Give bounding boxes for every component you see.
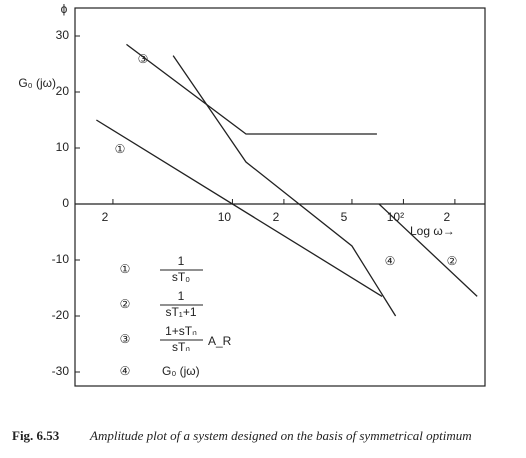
x-tick-label: 2 — [102, 210, 109, 224]
x-tick-label: 10 — [218, 210, 232, 224]
x-tick-label: 10² — [387, 210, 404, 224]
legend-formula: G₀ (jω) — [162, 364, 200, 378]
y-axis-label: G₀ (jω) — [18, 76, 56, 90]
y-tick-label: -30 — [52, 364, 70, 378]
legend-denominator: sT₀ — [172, 270, 190, 284]
series-tag: ③ — [138, 52, 149, 66]
legend-symbol: ③ — [120, 332, 131, 346]
x-tick-label: 2 — [273, 210, 280, 224]
caption: Amplitude plot of a system designed on t… — [89, 428, 472, 443]
y-tick-label: -20 — [52, 308, 70, 322]
legend-factor: A_R — [208, 334, 232, 348]
series-line — [378, 203, 478, 297]
legend-numerator: 1+sTₙ — [165, 324, 197, 338]
x-tick-label: 2 — [444, 210, 451, 224]
legend-denominator: sT₁+1 — [165, 305, 196, 319]
series-line — [96, 119, 383, 297]
y-tick-label: 30 — [56, 28, 70, 42]
series-line — [172, 55, 397, 317]
legend-numerator: 1 — [178, 289, 185, 303]
y-tick-label: 20 — [56, 84, 70, 98]
x-tick-label: 5 — [341, 210, 348, 224]
series-tag: ② — [447, 254, 458, 268]
series-line — [126, 43, 377, 135]
plot-frame — [74, 7, 486, 387]
series-tag: ④ — [385, 254, 396, 268]
caption-label: Fig. 6.53 — [12, 428, 60, 443]
y-axis-label-top: ϕ — [61, 2, 68, 16]
y-tick-label: 0 — [62, 196, 69, 210]
legend-symbol: ① — [120, 262, 131, 276]
series-tag: ① — [115, 142, 126, 156]
legend-denominator: sTₙ — [172, 340, 190, 354]
y-tick-label: -10 — [52, 252, 70, 266]
legend-numerator: 1 — [178, 254, 185, 268]
legend-symbol: ④ — [120, 364, 131, 378]
x-axis-label: Log ω→ — [410, 224, 455, 238]
y-tick-label: 10 — [56, 140, 70, 154]
legend-symbol: ② — [120, 297, 131, 311]
